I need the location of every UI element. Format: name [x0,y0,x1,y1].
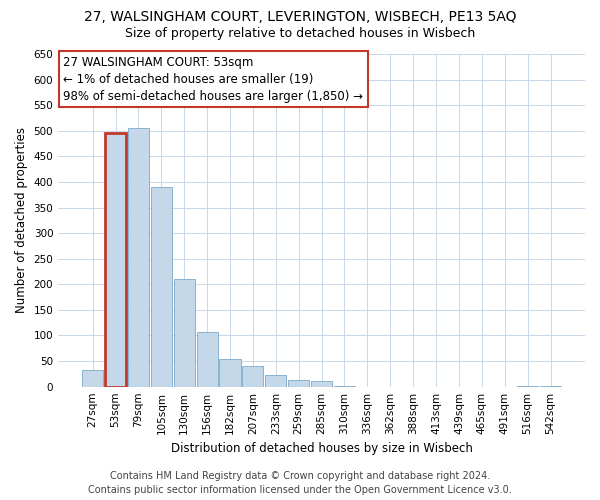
Bar [128,128,149,386]
Bar [242,366,263,386]
Text: Size of property relative to detached houses in Wisbech: Size of property relative to detached ho… [125,28,475,40]
Bar [105,134,126,386]
Bar [220,358,241,386]
Bar [265,376,286,386]
Text: 27, WALSINGHAM COURT, LEVERINGTON, WISBECH, PE13 5AQ: 27, WALSINGHAM COURT, LEVERINGTON, WISBE… [84,10,516,24]
Bar [151,187,172,386]
Bar [311,380,332,386]
X-axis label: Distribution of detached houses by size in Wisbech: Distribution of detached houses by size … [170,442,473,455]
Bar [197,332,218,386]
Bar [82,370,103,386]
Bar [173,279,195,386]
Bar [288,380,309,386]
Text: Contains HM Land Registry data © Crown copyright and database right 2024.
Contai: Contains HM Land Registry data © Crown c… [88,471,512,495]
Text: 27 WALSINGHAM COURT: 53sqm
← 1% of detached houses are smaller (19)
98% of semi-: 27 WALSINGHAM COURT: 53sqm ← 1% of detac… [64,56,364,102]
Y-axis label: Number of detached properties: Number of detached properties [15,128,28,314]
